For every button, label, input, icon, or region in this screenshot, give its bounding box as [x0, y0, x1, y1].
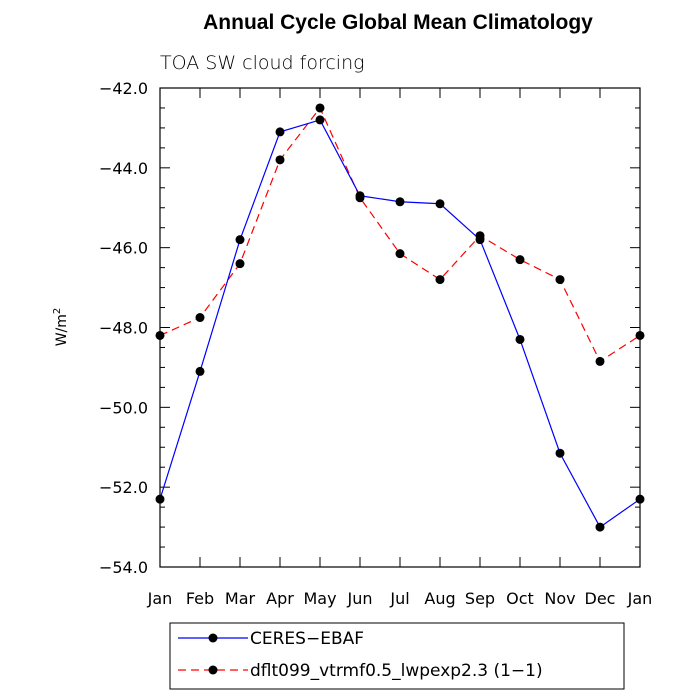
series-1-point: [195, 313, 205, 323]
x-tick-label: Jan: [627, 589, 653, 608]
x-tick-label: Jun: [347, 589, 373, 608]
series-line-1: [159, 106, 641, 363]
y-tick-label: −42.0: [99, 79, 148, 98]
series-1-point: [475, 231, 485, 241]
series-0-point: [595, 522, 605, 532]
y-tick-label: −48.0: [99, 319, 148, 338]
series-line-0: [159, 119, 641, 528]
legend-label-ceres: CERES−EBAF: [250, 629, 364, 649]
series-1-point: [275, 155, 285, 165]
x-tick-label: Mar: [225, 589, 256, 608]
series-1-point: [315, 103, 325, 113]
x-tick-label: Oct: [506, 589, 534, 608]
legend-marker-model: [208, 665, 218, 675]
y-tick-label: −52.0: [99, 478, 148, 497]
series-0-point: [195, 366, 205, 376]
series-0-point: [235, 235, 245, 245]
x-tick-label: Feb: [186, 589, 214, 608]
series-0-point: [275, 127, 285, 137]
series-0-point: [155, 494, 165, 504]
series-1-point: [595, 356, 605, 366]
x-tick-label: May: [303, 589, 336, 608]
series-1-point: [555, 275, 565, 285]
chart-title: Annual Cycle Global Mean Climatology: [203, 11, 593, 34]
legend-box: [169, 622, 625, 690]
y-axis-ticks: −42.0 −44.0 −46.0 −48.0 −50.0 −52.0 −54.0: [99, 79, 640, 577]
x-axis-ticks: Jan Feb Mar Apr May Jun Jul Aug Sep Oct Nov Dec Jan: [147, 88, 653, 608]
series-1-point: [355, 193, 365, 203]
y-tick-label: −46.0: [99, 239, 148, 258]
x-tick-label: Sep: [465, 589, 495, 608]
x-tick-label: Apr: [266, 589, 294, 608]
series-1-point: [155, 330, 165, 340]
series-0-point: [315, 115, 325, 125]
x-tick-label: Jul: [389, 589, 409, 608]
series-0-point: [395, 197, 405, 207]
chart-subtitle: TOA SW cloud forcing: [160, 52, 365, 74]
series-layer: [155, 103, 645, 532]
legend-label-model: dflt099_vtrmf0.5_lwpexp2.3 (1−1): [250, 661, 543, 681]
x-tick-label: Aug: [424, 589, 455, 608]
y-tick-label: −54.0: [99, 558, 148, 577]
series-0-point: [555, 448, 565, 458]
y-axis-label: W/m2: [52, 308, 70, 347]
legend-marker-ceres: [208, 633, 218, 643]
x-tick-label: Nov: [544, 589, 575, 608]
series-1-point: [635, 330, 645, 340]
series-0-point: [515, 334, 525, 344]
y-tick-label: −50.0: [99, 398, 148, 417]
series-1-point: [435, 275, 445, 285]
legend: CERES−EBAF dflt099_vtrmf0.5_lwpexp2.3 (1…: [169, 622, 625, 690]
series-0-point: [435, 199, 445, 209]
series-0-point: [635, 494, 645, 504]
series-1-point: [515, 255, 525, 265]
y-tick-label: −44.0: [99, 159, 148, 178]
x-tick-label: Jan: [147, 589, 173, 608]
series-1-point: [235, 259, 245, 269]
x-tick-label: Dec: [585, 589, 616, 608]
plot-frame: [159, 87, 641, 568]
series-1-point: [395, 249, 405, 259]
